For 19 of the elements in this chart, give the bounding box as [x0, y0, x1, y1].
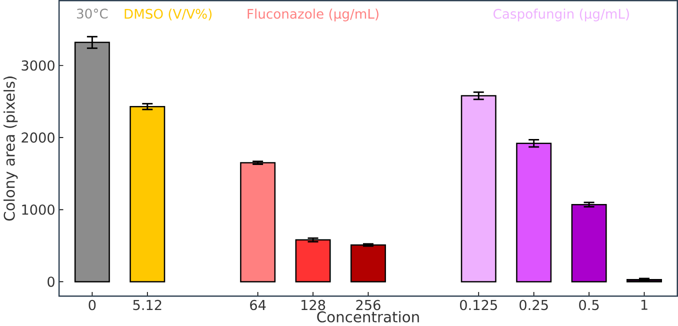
- annotation: Caspofungin (µg/mL): [494, 8, 629, 22]
- x-tick-label: 256: [356, 300, 380, 310]
- y-axis-title: Colony area (pixels): [4, 76, 18, 221]
- y-tick-label: 3000: [22, 60, 54, 71]
- x-tick-label: 128: [302, 300, 326, 310]
- x-tick-label: 0.5: [579, 300, 599, 310]
- annotation: DMSO (V/V%): [124, 8, 212, 20]
- x-tick-label: 0: [88, 300, 96, 310]
- x-tick-label: 1: [641, 300, 648, 310]
- x-tick-label: 0.125: [460, 300, 497, 310]
- x-tick-label: 64: [250, 300, 266, 310]
- x-tick-label: 0.25: [520, 300, 548, 310]
- x-axis-title: Concentration: [317, 311, 419, 322]
- annotation: Fluconazole (µg/mL): [248, 8, 378, 22]
- y-tick-label: 1000: [22, 204, 54, 215]
- y-tick-label: 0: [48, 276, 54, 287]
- y-tick-label: 2000: [22, 132, 54, 143]
- annotation: 30°C: [77, 8, 108, 19]
- x-tick-label: 5.12: [133, 300, 162, 310]
